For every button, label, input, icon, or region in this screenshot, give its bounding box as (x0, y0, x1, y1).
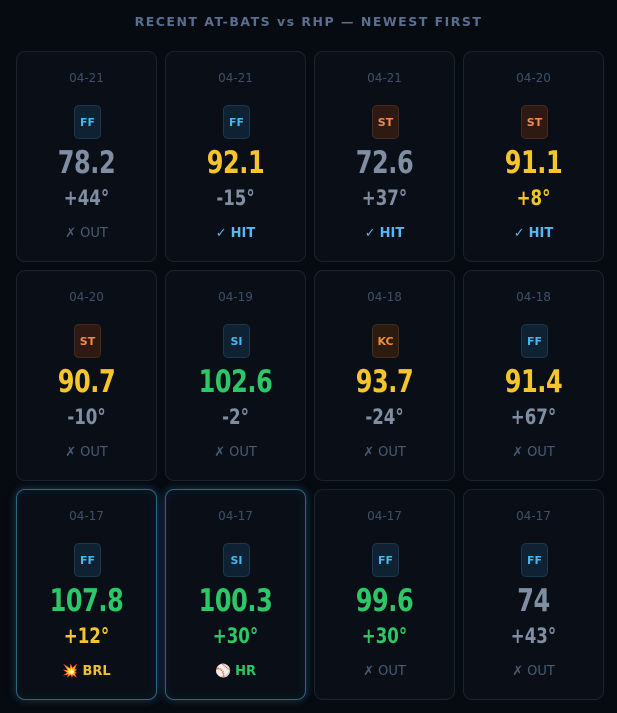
result-label: OUT (80, 226, 108, 241)
result-icon: ✗ (512, 664, 524, 679)
pitch-type-badge: FF (223, 105, 250, 139)
launch-angle: -15° (216, 186, 255, 210)
launch-angle: +43° (510, 624, 557, 648)
result-label: OUT (80, 445, 108, 460)
result-label: HIT (379, 226, 405, 241)
pitch-type-badge: SI (223, 324, 250, 358)
exit-velocity: 99.6 (355, 583, 414, 619)
pitch-type-badge: FF (521, 543, 548, 577)
at-bat-result: ✗ OUT (464, 663, 603, 681)
result-label: OUT (527, 664, 555, 679)
exit-velocity: 107.8 (49, 583, 124, 619)
at-bat-result: ✓ HIT (315, 225, 454, 243)
pitch-type-badge: ST (372, 105, 399, 139)
exit-velocity: 91.1 (504, 145, 563, 181)
result-label: BRL (82, 664, 111, 679)
result-icon: ✗ (214, 445, 226, 460)
at-bat-date: 04-20 (69, 290, 104, 304)
pitch-type-badge: ST (74, 324, 101, 358)
launch-angle: -24° (365, 405, 404, 429)
launch-angle: -10° (67, 405, 106, 429)
launch-angle: +30° (212, 624, 259, 648)
launch-angle: -2° (222, 405, 249, 429)
at-bat-result: ✗ OUT (17, 444, 156, 462)
launch-angle: +44° (63, 186, 110, 210)
result-icon: ✗ (512, 445, 524, 460)
pitch-type-badge: SI (223, 543, 250, 577)
launch-angle: +12° (63, 624, 110, 648)
pitch-type-badge: ST (521, 105, 548, 139)
at-bat-date: 04-18 (516, 290, 551, 304)
at-bat-card[interactable]: 04-17 FF 107.8 +12° 💥 BRL (16, 489, 157, 700)
at-bat-card[interactable]: 04-21 FF 92.1 -15° ✓ HIT (165, 51, 306, 262)
at-bat-date: 04-21 (367, 71, 402, 85)
result-label: HIT (528, 226, 554, 241)
at-bat-date: 04-17 (367, 509, 402, 523)
pitch-type-badge: KC (372, 324, 399, 358)
at-bat-result: ⚾ HR (166, 663, 305, 681)
pitch-type-badge: FF (74, 543, 101, 577)
result-icon: ✗ (363, 664, 375, 679)
launch-angle: +30° (361, 624, 408, 648)
at-bat-card[interactable]: 04-18 KC 93.7 -24° ✗ OUT (314, 270, 455, 481)
result-label: OUT (378, 445, 406, 460)
result-icon: ✗ (363, 445, 375, 460)
exit-velocity: 91.4 (504, 364, 563, 400)
result-icon: ✗ (65, 226, 77, 241)
launch-angle: +8° (516, 186, 551, 210)
exit-velocity: 90.7 (57, 364, 116, 400)
exit-velocity: 93.7 (355, 364, 414, 400)
at-bat-card[interactable]: 04-17 FF 74 +43° ✗ OUT (463, 489, 604, 700)
exit-velocity: 102.6 (198, 364, 273, 400)
at-bat-card[interactable]: 04-20 ST 91.1 +8° ✓ HIT (463, 51, 604, 262)
exit-velocity: 92.1 (206, 145, 265, 181)
at-bat-result: ✗ OUT (166, 444, 305, 462)
at-bat-date: 04-21 (69, 71, 104, 85)
at-bat-card[interactable]: 04-19 SI 102.6 -2° ✗ OUT (165, 270, 306, 481)
launch-angle: +67° (510, 405, 557, 429)
at-bat-card[interactable]: 04-17 SI 100.3 +30° ⚾ HR (165, 489, 306, 700)
at-bat-date: 04-21 (218, 71, 253, 85)
at-bat-card[interactable]: 04-21 FF 78.2 +44° ✗ OUT (16, 51, 157, 262)
at-bat-result: 💥 BRL (17, 663, 156, 681)
at-bat-date: 04-18 (367, 290, 402, 304)
at-bat-card[interactable]: 04-21 ST 72.6 +37° ✓ HIT (314, 51, 455, 262)
at-bat-date: 04-17 (218, 509, 253, 523)
at-bat-result: ✓ HIT (166, 225, 305, 243)
exit-velocity: 72.6 (355, 145, 414, 181)
section-title: RECENT AT-BATS vs RHP — NEWEST FIRST (134, 14, 483, 29)
pitch-type-badge: FF (372, 543, 399, 577)
at-bat-date: 04-19 (218, 290, 253, 304)
exit-velocity: 74 (517, 583, 550, 619)
result-icon: ✓ (215, 226, 227, 241)
result-label: HIT (230, 226, 256, 241)
result-icon: ✓ (364, 226, 376, 241)
at-bat-card[interactable]: 04-20 ST 90.7 -10° ✗ OUT (16, 270, 157, 481)
at-bat-grid: 04-21 FF 78.2 +44° ✗ OUT 04-21 FF 92.1 -1… (16, 51, 605, 700)
at-bat-result: ✗ OUT (17, 225, 156, 243)
result-icon: ⚾ (214, 664, 232, 679)
at-bat-result: ✗ OUT (315, 663, 454, 681)
result-icon: ✗ (65, 445, 77, 460)
at-bat-result: ✓ HIT (464, 225, 603, 243)
at-bat-date: 04-20 (516, 71, 551, 85)
launch-angle: +37° (361, 186, 408, 210)
result-label: OUT (378, 664, 406, 679)
at-bat-card[interactable]: 04-18 FF 91.4 +67° ✗ OUT (463, 270, 604, 481)
result-icon: 💥 (62, 664, 79, 679)
result-label: OUT (229, 445, 257, 460)
exit-velocity: 78.2 (57, 145, 116, 181)
pitch-type-badge: FF (521, 324, 548, 358)
exit-velocity: 100.3 (198, 583, 273, 619)
at-bat-result: ✗ OUT (464, 444, 603, 462)
at-bat-card[interactable]: 04-17 FF 99.6 +30° ✗ OUT (314, 489, 455, 700)
result-icon: ✓ (513, 226, 525, 241)
at-bat-date: 04-17 (69, 509, 104, 523)
at-bat-date: 04-17 (516, 509, 551, 523)
at-bat-result: ✗ OUT (315, 444, 454, 462)
result-label: OUT (527, 445, 555, 460)
pitch-type-badge: FF (74, 105, 101, 139)
result-label: HR (235, 664, 257, 679)
